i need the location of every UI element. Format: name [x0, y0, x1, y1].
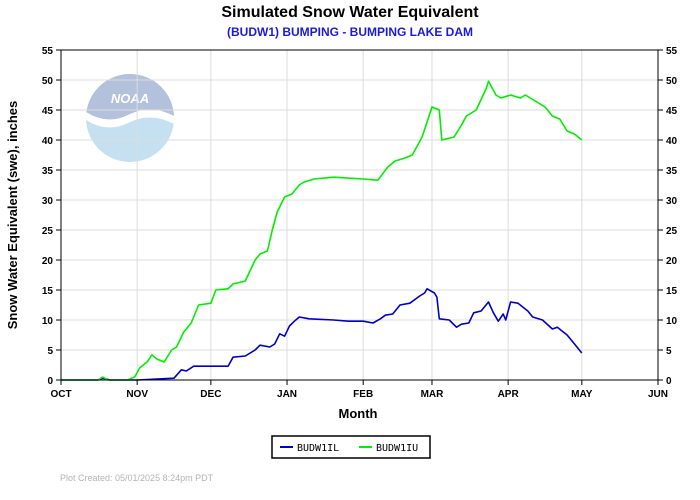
y-tick-label-right: 30 [666, 196, 678, 207]
y-tick-label-right: 10 [666, 316, 678, 327]
y-tick-label-left: 5 [47, 346, 53, 357]
x-axis-ticks: OCT NOV DEC JAN FEB MAR APR MAY JUN [50, 380, 668, 400]
y-tick-label-left: 45 [42, 106, 54, 117]
plot-frame [60, 49, 659, 381]
x-tick-label: APR [498, 389, 520, 400]
y-tick-label-right: 55 [666, 46, 678, 57]
y-tick-label-right: 5 [666, 346, 672, 357]
x-tick-label: JUN [648, 389, 668, 400]
y-tick-label-right: 45 [666, 106, 678, 117]
plot-created-footer: Plot Created: 05/01/2025 8:24pm PDT [60, 473, 214, 483]
y-tick-label-left: 10 [42, 316, 54, 327]
y-tick-label-right: 20 [666, 256, 678, 267]
y-tick-label-left: 30 [42, 196, 54, 207]
x-tick-label: DEC [200, 389, 221, 400]
y-tick-label-left: 25 [42, 226, 54, 237]
y-tick-label-left: 20 [42, 256, 54, 267]
y-tick-label-left: 15 [42, 286, 54, 297]
x-tick-label: MAR [421, 389, 445, 400]
y-tick-label-left: 55 [42, 46, 54, 57]
y-tick-label-left: 50 [42, 76, 54, 87]
x-tick-label: MAY [571, 389, 593, 400]
y-tick-label-right: 50 [666, 76, 678, 87]
y-tick-label-right: 0 [666, 376, 672, 387]
legend-box [271, 435, 431, 459]
series-line-budw1iu [61, 80, 583, 381]
y-tick-label-left: 35 [42, 166, 54, 177]
y-tick-label-right: 25 [666, 226, 678, 237]
x-tick-label: FEB [353, 389, 373, 400]
legend-label-budw1iu: BUDW1IU [376, 443, 418, 454]
legend-label-budw1il: BUDW1IL [297, 443, 339, 454]
y-tick-label-right: 35 [666, 166, 678, 177]
chart-title: Simulated Snow Water Equivalent [221, 4, 479, 21]
legend: BUDW1IL BUDW1IU [271, 435, 431, 459]
y-tick-label-left: 0 [47, 376, 53, 387]
chart-subtitle: (BUDW1) BUMPING - BUMPING LAKE DAM [227, 25, 473, 39]
x-tick-label: JAN [277, 389, 297, 400]
series-line-budw1il [61, 288, 583, 381]
y-tick-label-right: 40 [666, 136, 678, 147]
x-axis-label: Month [339, 406, 378, 421]
x-tick-label: NOV [126, 389, 148, 400]
y-tick-label-left: 40 [42, 136, 54, 147]
series-lines [61, 80, 583, 381]
noaa-logo-text: NOAA [111, 91, 149, 106]
noaa-logo: NOAA [86, 74, 174, 162]
y-tick-label-right: 15 [666, 286, 678, 297]
y-axis-label: Snow Water Equivalent (swe), inches [5, 101, 20, 330]
y-axis-ticks-left: 0 5 10 15 20 25 30 35 40 45 50 55 [42, 46, 61, 387]
x-tick-label: OCT [50, 389, 71, 400]
chart-grid [61, 50, 658, 380]
y-axis-ticks-right: 0 5 10 15 20 25 30 35 40 45 50 55 [658, 46, 678, 387]
